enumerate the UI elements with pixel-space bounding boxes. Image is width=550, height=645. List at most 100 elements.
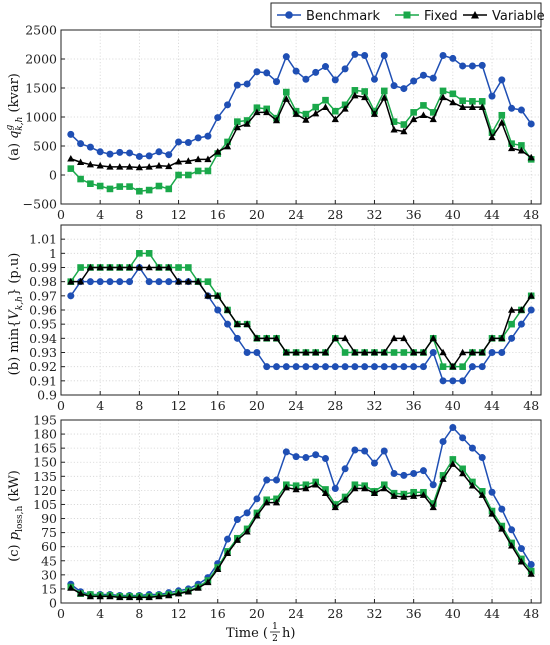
point-fixed (145, 250, 153, 257)
point-benchmark (410, 363, 418, 371)
legend: Benchmark Fixed Variable (270, 2, 545, 28)
point-benchmark (312, 451, 320, 459)
point-fixed (155, 182, 163, 190)
point-variable (439, 348, 447, 356)
panel-0-xtick-label: 48 (523, 207, 539, 222)
point-variable (125, 593, 134, 601)
panel-1-ytick-label: 0.94 (29, 331, 57, 346)
point-fixed (96, 182, 104, 190)
point-benchmark (292, 67, 300, 75)
point-variable (449, 98, 457, 106)
panel-2-ytick-label: 45 (41, 553, 57, 568)
point-variable (341, 334, 349, 342)
point-benchmark (341, 465, 349, 473)
point-variable (478, 491, 486, 498)
point-variable (204, 155, 212, 163)
panel-2-series-fixed (67, 456, 535, 600)
point-benchmark (175, 138, 183, 146)
point-benchmark (449, 424, 457, 432)
point-variable (67, 277, 75, 285)
point-benchmark (361, 447, 369, 455)
x-axis-label-frac-den: 2 (272, 634, 278, 644)
point-benchmark (321, 454, 329, 462)
point-benchmark (273, 78, 281, 86)
point-benchmark (233, 334, 241, 342)
panel-0-ytick-label: −500 (23, 197, 57, 212)
point-benchmark (478, 363, 486, 371)
panel-2-xtick-label: 0 (57, 606, 65, 621)
point-fixed (390, 349, 398, 356)
panel-1-xtick-label: 44 (484, 398, 500, 413)
panel-b-min-voltage: 0 4 8 12 16 20 24 28 32 36 40 44 480.90.910.920.930.… (7, 224, 542, 413)
point-fixed (136, 187, 143, 195)
panel-1-ytick-label: 0.96 (29, 303, 57, 318)
panel-0-xtick-label: 12 (171, 207, 187, 222)
point-benchmark (468, 62, 476, 70)
point-benchmark (429, 349, 437, 356)
point-variable (527, 153, 535, 161)
point-benchmark (488, 92, 496, 100)
x-axis-label-prefix: Time ( (226, 626, 268, 641)
point-variable (76, 589, 85, 597)
panel-0-ytick-label: 500 (33, 139, 57, 154)
panel-2-xtick-label: 28 (327, 606, 343, 621)
point-variable (116, 593, 124, 601)
point-fixed (410, 109, 417, 116)
panel-2-series-variable (67, 460, 535, 601)
point-variable (282, 348, 290, 356)
point-variable (253, 511, 261, 519)
point-variable (380, 484, 388, 492)
point-benchmark (86, 143, 94, 151)
panel-0-xtick-label: 36 (406, 207, 422, 222)
point-variable (312, 348, 320, 356)
panel-0-series-benchmark (67, 50, 535, 160)
point-variable (498, 525, 506, 532)
point-benchmark (361, 52, 369, 60)
point-variable (96, 592, 104, 600)
point-benchmark (508, 526, 516, 534)
point-benchmark (263, 363, 271, 371)
point-fixed (449, 90, 457, 98)
point-benchmark (263, 69, 271, 77)
point-fixed (459, 97, 466, 105)
point-benchmark (488, 488, 496, 496)
panel-2-ytick-label: 30 (41, 567, 57, 582)
point-variable (370, 489, 379, 496)
point-variable (400, 127, 408, 135)
point-variable (145, 263, 153, 271)
panel-1-xtick-label: 24 (288, 398, 304, 413)
point-variable (321, 348, 330, 356)
point-benchmark (468, 444, 476, 452)
point-variable (312, 109, 320, 117)
point-fixed (175, 264, 182, 271)
point-benchmark (253, 349, 261, 356)
point-benchmark (302, 363, 310, 371)
panel-1-ytick-label: 0.99 (29, 260, 57, 275)
point-benchmark (67, 292, 75, 300)
point-variable (145, 163, 153, 170)
point-benchmark (370, 75, 378, 83)
point-variable (527, 292, 535, 299)
panel-1-xtick-label: 28 (327, 398, 343, 413)
point-variable (116, 263, 124, 271)
panel-1-ytick-label: 0.97 (29, 288, 57, 303)
point-variable (449, 362, 457, 370)
point-benchmark (292, 363, 300, 371)
panel-0-ytick-label: 2500 (25, 23, 57, 38)
legend-item-benchmark: Benchmark (277, 9, 381, 24)
panel-1-ytick-label: 0.95 (29, 317, 57, 332)
point-fixed (175, 171, 182, 179)
point-variable (517, 557, 526, 565)
point-benchmark (527, 561, 535, 569)
point-variable (125, 263, 134, 271)
point-benchmark (459, 377, 467, 385)
point-variable (478, 348, 486, 356)
point-variable (184, 587, 192, 595)
point-variable (233, 536, 241, 543)
panel-0-xtick-label: 28 (327, 207, 343, 222)
point-variable (488, 334, 496, 342)
point-benchmark (400, 85, 408, 93)
point-benchmark (204, 132, 212, 140)
point-variable (165, 162, 173, 170)
point-variable (390, 492, 398, 499)
